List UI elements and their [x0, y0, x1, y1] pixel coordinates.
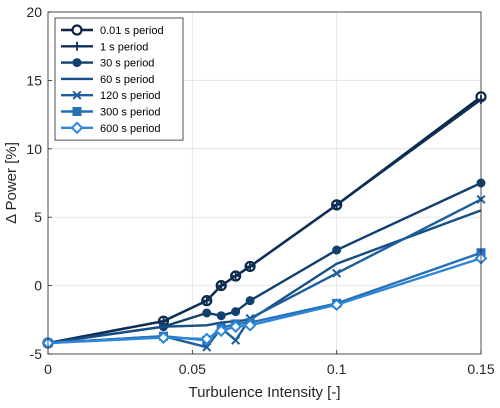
data-point — [216, 281, 226, 291]
series-line — [47, 98, 482, 345]
legend-item: 600 s period — [61, 121, 161, 135]
legend-marker — [71, 24, 83, 36]
legend-label: 60 s period — [100, 74, 154, 86]
legend-item: 1 s period — [61, 41, 148, 53]
data-point — [330, 298, 344, 312]
series-line — [47, 209, 482, 345]
data-point — [157, 331, 170, 344]
legend: 0.01 s period 1 s period 30 s period 60 s p… — [54, 17, 184, 141]
data-point — [216, 311, 226, 321]
series-7 — [41, 251, 488, 350]
plot-frame — [47, 11, 482, 355]
y-tick-label: -5 — [30, 346, 43, 362]
series-line — [47, 257, 482, 345]
data-point — [214, 324, 228, 338]
series-line — [47, 181, 482, 345]
legend-item: 300 s period — [61, 107, 161, 119]
legend-marker — [70, 121, 84, 135]
data-point — [245, 296, 255, 306]
y-tick-label: 0 — [34, 278, 42, 294]
legend-label: 600 s period — [100, 123, 161, 135]
data-point — [200, 332, 214, 346]
y-tick-label: 10 — [26, 141, 42, 157]
data-point — [243, 318, 257, 332]
x-tick-label: 0.05 — [179, 361, 206, 377]
legend-label: 30 s period — [100, 58, 154, 70]
data-point — [229, 320, 243, 334]
data-point — [202, 308, 212, 318]
legend-marker — [72, 90, 82, 100]
data-point — [231, 307, 241, 317]
series-4 — [47, 209, 482, 345]
legend-item: 60 s period — [61, 74, 154, 86]
data-point — [332, 200, 342, 210]
legend-label: 120 s period — [100, 90, 161, 102]
data-point — [202, 296, 212, 306]
y-axis-label: Δ Power [%] — [3, 142, 20, 224]
legend-label: 300 s period — [100, 107, 161, 119]
legend-item: 120 s period — [61, 90, 161, 102]
data-point — [231, 271, 241, 281]
data-point — [332, 245, 342, 255]
x-axis-label: Turbulence Intensity [-] — [188, 384, 340, 401]
legend-marker — [72, 41, 82, 51]
legend-marker — [72, 107, 82, 116]
y-tick-label: 15 — [26, 72, 42, 88]
x-tick-label: 0.15 — [467, 361, 494, 377]
x-tick-label: 0.1 — [327, 361, 347, 377]
y-tick-label: 20 — [26, 4, 42, 20]
legend-marker — [72, 58, 82, 68]
legend-label: 0.01 s period — [100, 25, 164, 37]
data-point — [231, 335, 241, 345]
legend-item: 0.01 s period — [61, 24, 164, 37]
y-tick-label: 5 — [34, 209, 42, 225]
x-tick-label: 0 — [44, 361, 52, 377]
legend-label: 1 s period — [100, 41, 148, 53]
legend-item: 30 s period — [61, 58, 154, 70]
data-point — [332, 268, 342, 278]
series-group — [41, 91, 488, 352]
data-point — [245, 261, 255, 271]
